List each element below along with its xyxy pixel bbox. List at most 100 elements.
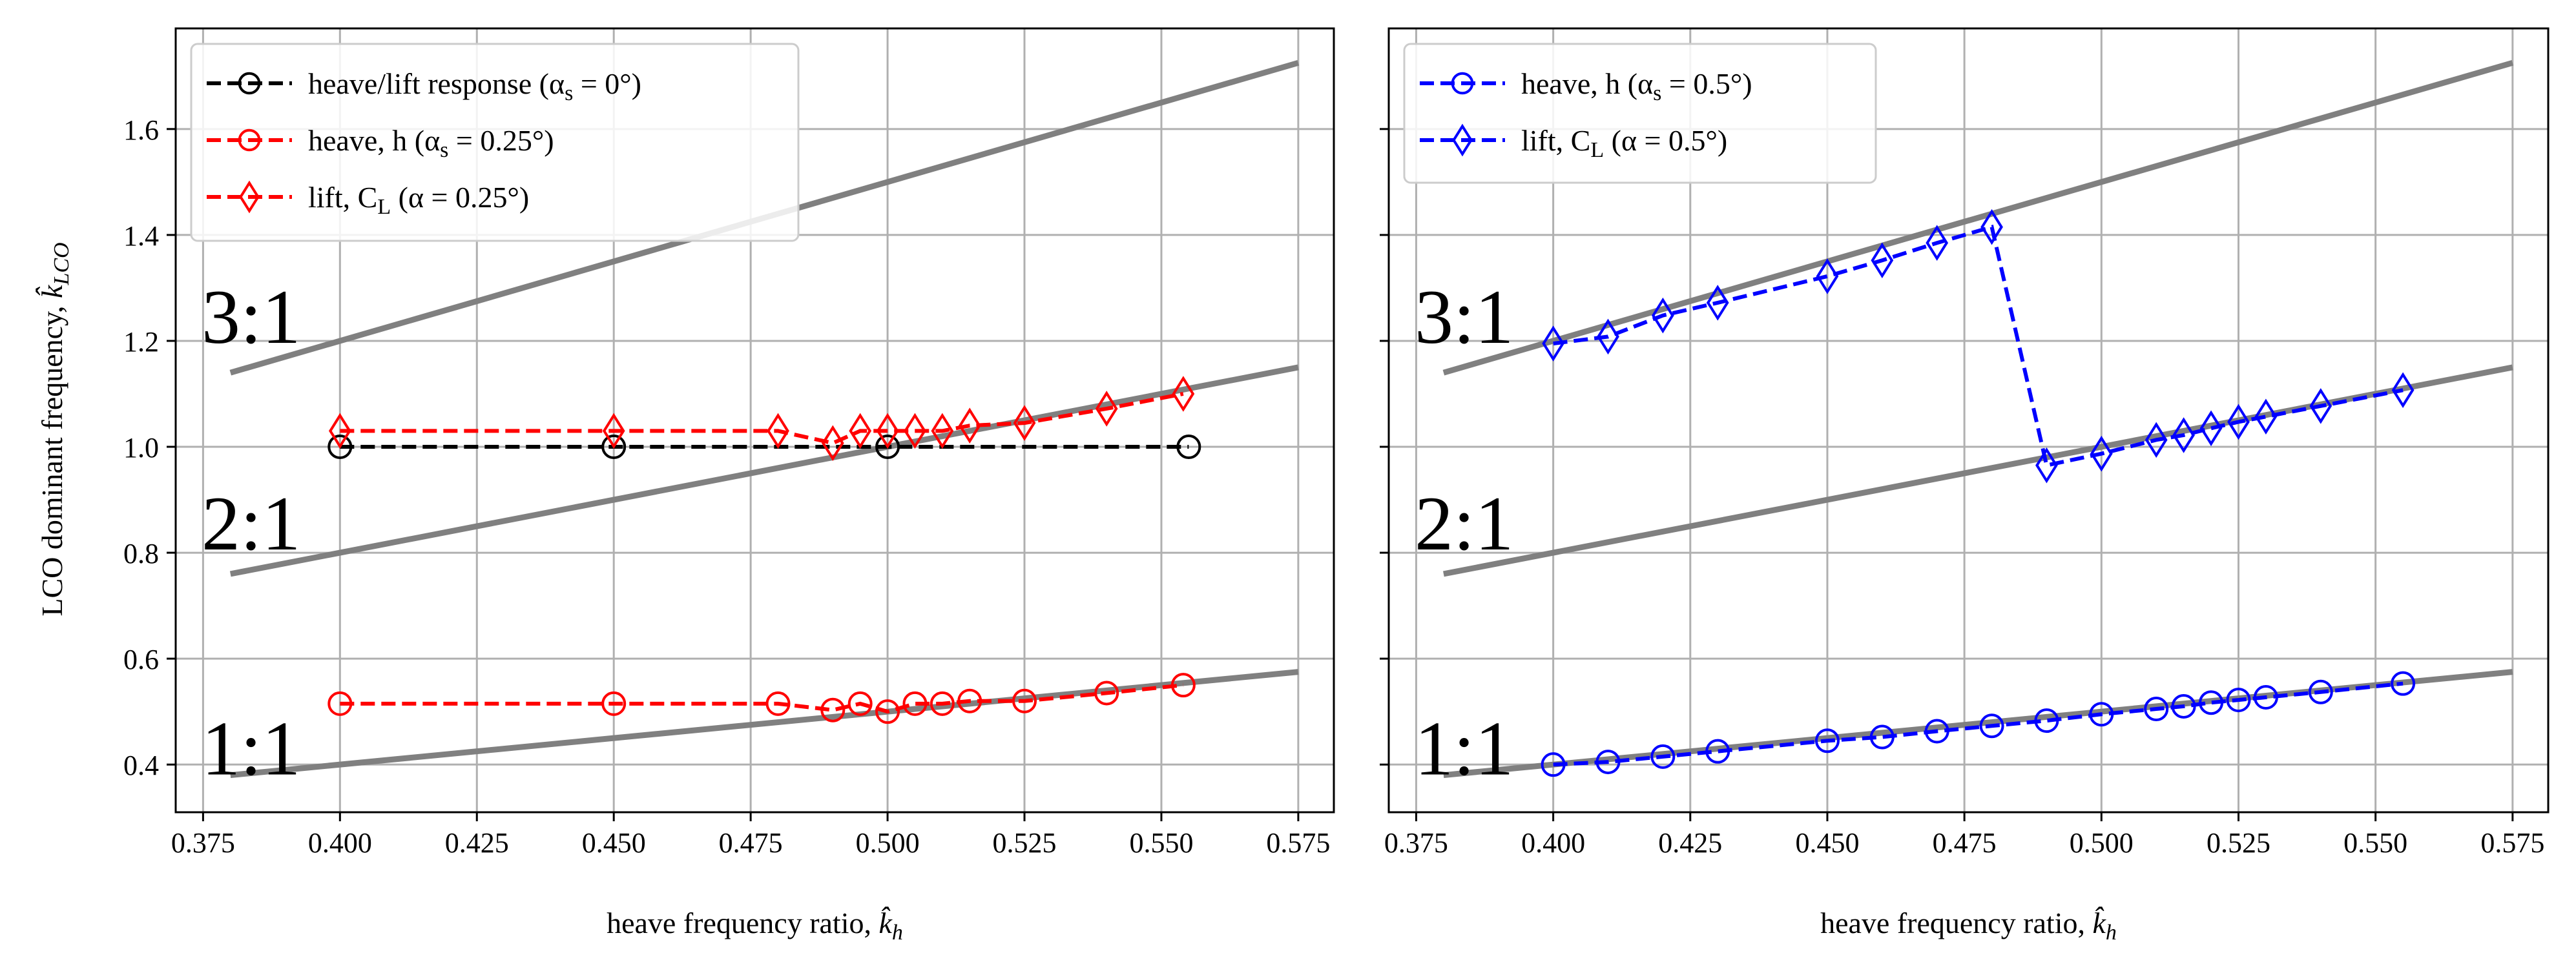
x-tick-label: 0.575 (1266, 827, 1330, 859)
legend-label-0: heave/lift response (αs = 0°) (308, 67, 641, 105)
legend: heave, h (αs = 0.5°) lift, CL (α = 0.5°) (1403, 43, 1877, 184)
data-point (1542, 325, 1564, 362)
data-point (2089, 702, 2114, 727)
data-point (1871, 242, 1894, 279)
reference-line-2-to-1 (229, 364, 1299, 577)
x-tick-label: 0.550 (1129, 827, 1193, 859)
data-point (1541, 752, 1566, 777)
data-point (601, 435, 627, 460)
data-point (2144, 697, 2169, 722)
data-point (1814, 728, 1840, 753)
data-point (2171, 693, 2196, 719)
x-tick-label: 0.375 (1384, 827, 1448, 859)
data-point (1170, 673, 1196, 698)
data-point (820, 697, 846, 722)
left-chart-panel: 1:1 2:1 3:1 0.375 0.400 0.425 0.450 0.475 0.500 0… (123, 27, 1335, 945)
data-point (2253, 685, 2278, 710)
data-point (821, 425, 844, 462)
data-point (2308, 679, 2333, 704)
data-point (876, 413, 899, 449)
x-tick-label: 0.525 (993, 827, 1057, 859)
data-point (327, 691, 353, 716)
data-point (2226, 688, 2251, 713)
data-point (2034, 708, 2059, 733)
data-point (2254, 398, 2278, 435)
data-point (1012, 688, 1037, 713)
data-point (1597, 318, 1619, 355)
data-point (2309, 388, 2332, 424)
data-point (602, 413, 625, 449)
data-point (328, 413, 351, 449)
data-point (930, 691, 955, 716)
reference-line-1-to-1 (230, 669, 1299, 779)
data-point (1926, 225, 1949, 261)
data-point (1172, 376, 1195, 412)
x-tick-label: 0.500 (856, 827, 920, 859)
data-point (2391, 372, 2415, 409)
x-tick-label: 0.425 (1658, 827, 1722, 859)
data-point (765, 691, 791, 716)
x-tick-label: 0.375 (171, 827, 235, 859)
plot-frame (174, 27, 1335, 814)
legend-label-1: heave, h (αs = 0.25°) (308, 124, 554, 162)
data-point (1924, 719, 1949, 744)
reference-line-1-to-1 (1443, 669, 2513, 779)
series-line-2 (340, 392, 1184, 446)
legend-label-1: lift, CL (α = 0.5°) (1521, 124, 1727, 162)
legend-marker-0 (238, 72, 261, 95)
data-point (2035, 447, 2058, 484)
data-point (601, 691, 627, 716)
data-point (767, 413, 789, 449)
x-tick-label: 0.500 (2070, 827, 2134, 859)
y-tick-label: 0.6 (123, 644, 159, 675)
data-point (849, 413, 872, 449)
data-point (1816, 258, 1839, 294)
x-tick-label: 0.475 (719, 827, 783, 859)
data-point (1176, 435, 1201, 460)
legend-label-2: lift, CL (α = 0.25°) (308, 181, 529, 219)
data-point (957, 688, 982, 713)
data-point (1094, 681, 1119, 706)
legend-marker-1 (1452, 123, 1473, 157)
y-tick-label: 0.8 (123, 538, 159, 569)
series-line-1 (1553, 224, 2404, 468)
y-tick-label: 1.2 (123, 326, 159, 358)
data-point (1595, 750, 1621, 775)
x-tick-label: 0.400 (308, 827, 372, 859)
x-tick-label: 0.450 (582, 827, 646, 859)
data-point (2199, 410, 2223, 447)
data-point (875, 699, 900, 724)
data-point (1650, 744, 1676, 769)
series-line-1 (340, 683, 1184, 714)
reference-line-3-to-1 (1442, 59, 2514, 376)
legend-marker-0 (1451, 72, 1474, 95)
plot-area (1442, 59, 2514, 779)
data-point (1095, 391, 1118, 427)
ratio-label-1-to-1: 1:1 (1415, 706, 1513, 792)
legend-marker-2 (239, 180, 260, 214)
data-point (1706, 285, 1729, 321)
x-tick-label: 0.475 (1933, 827, 1997, 859)
data-point (904, 413, 926, 449)
ratio-label-1-to-1: 1:1 (202, 706, 300, 792)
ratio-label-3-to-1: 3:1 (1415, 274, 1513, 360)
data-point (2199, 690, 2224, 715)
data-point (1705, 739, 1730, 764)
data-point (847, 691, 873, 716)
series-line-0 (1553, 681, 2404, 767)
right-chart-panel: 1:1 2:1 3:1 0.375 0.400 0.425 0.450 0.475 0.500 0… (1380, 27, 2550, 945)
data-point (931, 413, 954, 449)
data-point (958, 407, 981, 444)
y-tick-label: 1.6 (123, 114, 159, 146)
ratio-label-2-to-1: 2:1 (202, 480, 300, 566)
data-point (1651, 297, 1674, 334)
legend-label-0: heave, h (αs = 0.5°) (1521, 67, 1752, 105)
ratio-label-3-to-1: 3:1 (202, 274, 300, 360)
data-point (902, 691, 928, 716)
y-tick-label: 1.4 (123, 220, 159, 252)
legend-box (190, 43, 800, 242)
y-tick-label: 0.4 (123, 750, 159, 781)
x-tick-label: 0.525 (2207, 827, 2270, 859)
reference-line-2-to-1 (1443, 364, 2513, 577)
